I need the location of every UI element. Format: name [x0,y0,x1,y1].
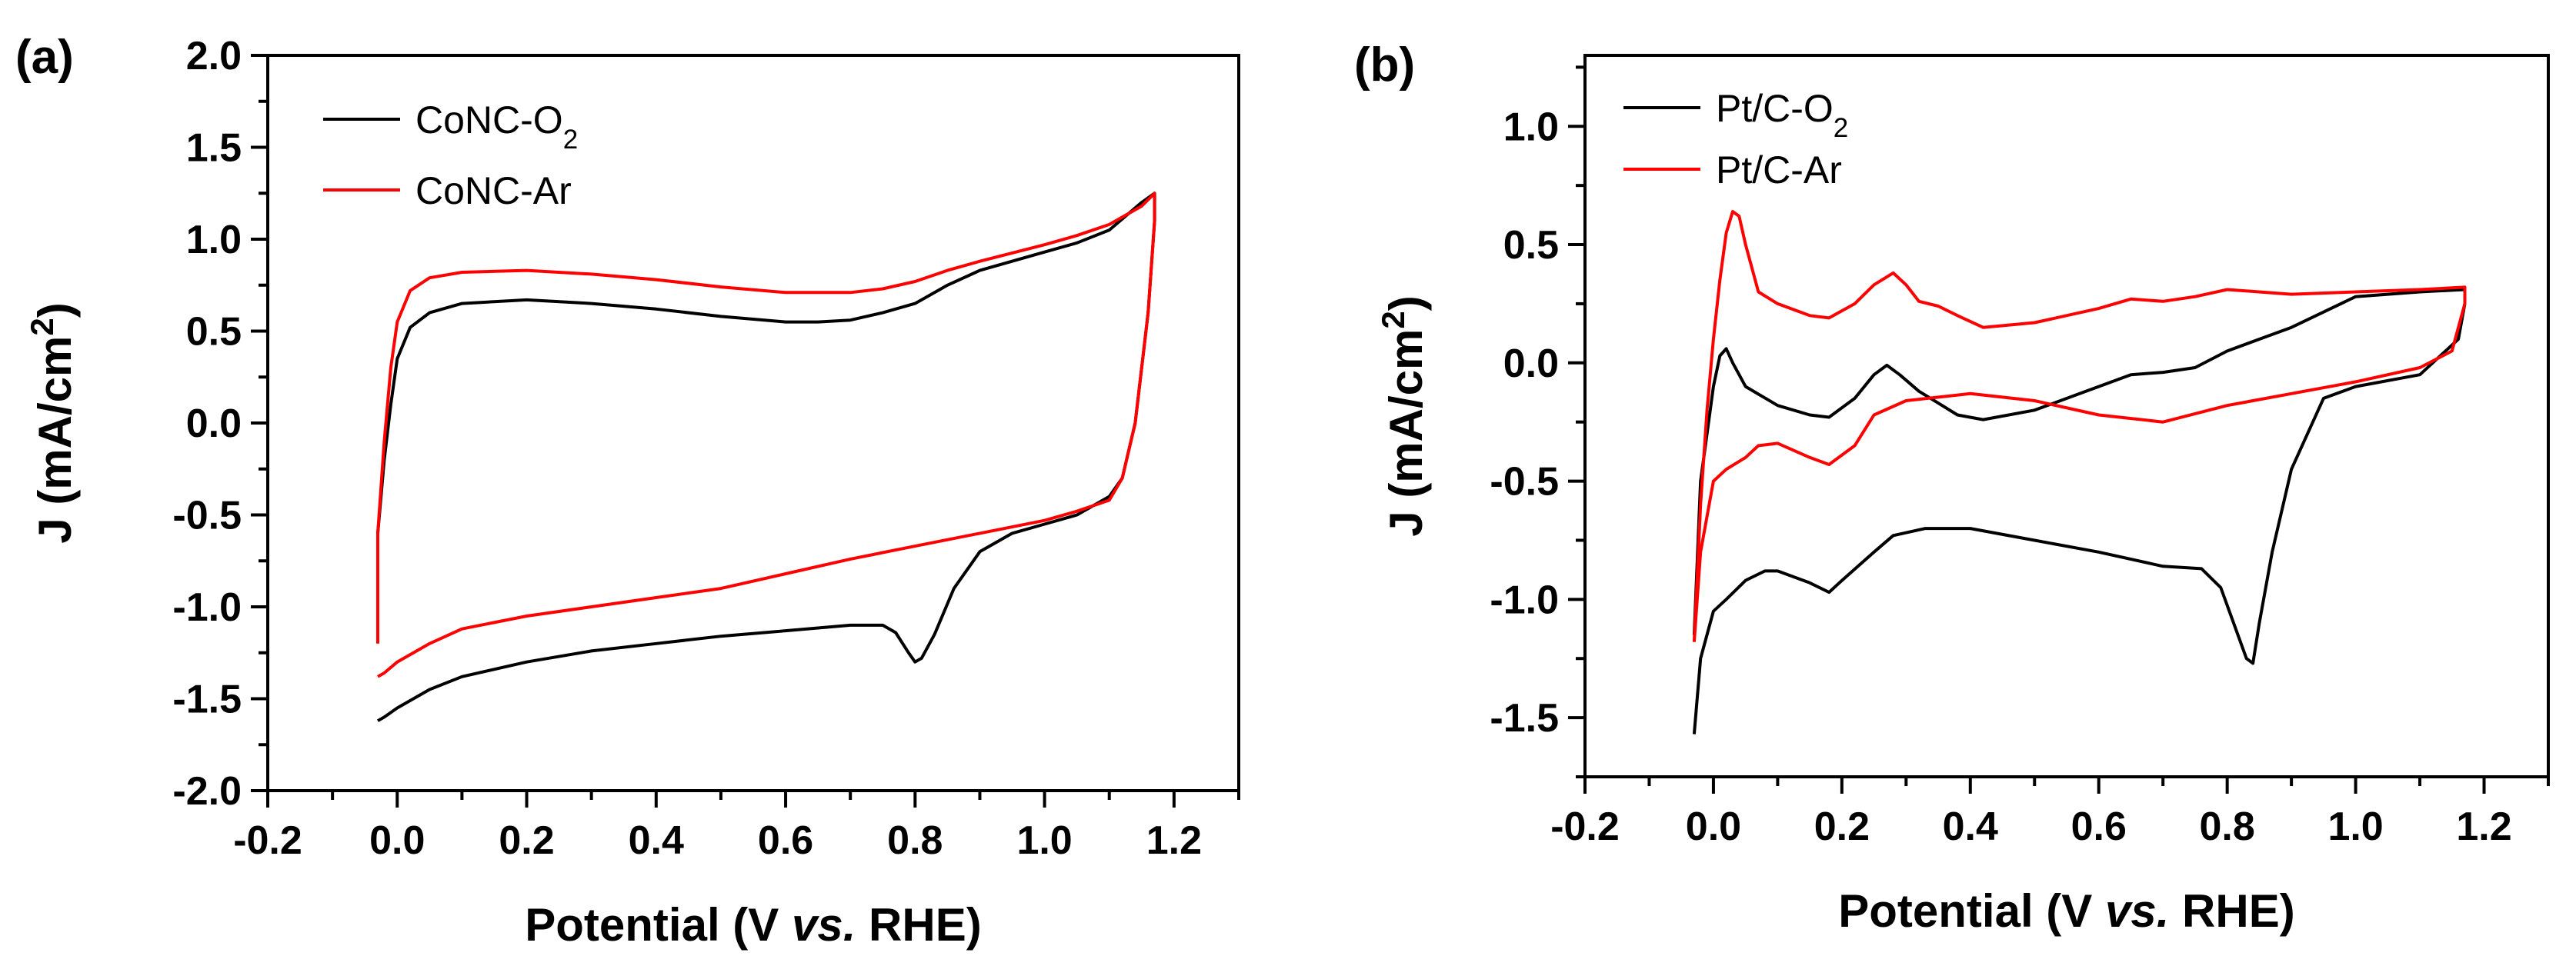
x-tick-label: -0.2 [1550,804,1620,849]
y-tick-label: 0.0 [186,401,242,446]
y-tick-label: -0.5 [172,494,242,538]
x-tick-label: 1.0 [2327,804,2383,849]
legend-label: Pt/C-Ar [1716,148,1842,192]
legend-label: CoNC-Ar [415,169,572,212]
legend-label: CoNC-O2 [415,98,578,155]
x-tick-label: 0.6 [758,818,813,863]
y-tick-label: 1.0 [186,218,242,262]
x-tick-label: 0.8 [2200,804,2255,849]
series-line-conc-ar [376,192,1156,678]
x-tick-label: 1.2 [1146,818,1202,863]
x-tick-label: 0.2 [499,818,554,863]
x-tick-label: 0.4 [629,818,684,863]
y-tick-label: -2.0 [172,769,242,814]
y-axis-label: J (mA/cm2) [1375,295,1433,536]
series-line-pt-c-o2 [1692,288,2467,734]
x-tick-label: 1.2 [2456,804,2511,849]
x-tick-label: -0.2 [233,818,302,863]
y-tick-label: 0.5 [186,310,242,355]
x-tick-label: 0.6 [2071,804,2127,849]
y-tick-label: -0.5 [1490,460,1559,505]
y-tick-label: 1.5 [186,126,242,171]
y-tick-label: 1.0 [1503,105,1559,149]
x-axis-label: Potential (V vs. RHE) [525,899,981,951]
x-tick-label: 0.8 [887,818,943,863]
x-tick-label: 0.2 [1814,804,1870,849]
panel-label: (a) [15,31,74,84]
x-tick-label: 0.0 [369,818,425,863]
y-tick-label: -1.0 [1490,578,1559,622]
panel-label: (b) [1354,38,1415,92]
series-line-pt-c-ar [1692,210,2467,642]
y-tick-label: 2.0 [186,34,242,78]
y-tick-label: -1.5 [172,678,242,722]
y-tick-label: -1.0 [172,585,242,630]
legend-label: Pt/C-O2 [1716,87,1848,143]
x-tick-label: 0.0 [1686,804,1741,849]
y-tick-label: 0.5 [1503,223,1559,268]
y-axis-label: J (mA/cm2) [24,302,82,543]
x-tick-label: 1.0 [1016,818,1072,863]
y-tick-label: -1.5 [1490,696,1559,741]
plot-frame [266,54,1240,792]
chart-panel-a: -0.2 0.0 0.2 0.4 0.6 0.8 1.0 1.2 -2.0 -1.5 -1.0 -0.… [15,31,1240,951]
plot-frame [1583,54,2550,778]
y-tick-label: 0.0 [1503,341,1559,386]
x-tick-label: 0.4 [1943,804,1998,849]
x-axis-label: Potential (V vs. RHE) [1838,885,2294,937]
chart-panel-b: -0.2 0.0 0.2 0.4 0.6 0.8 1.0 1.2 -1.5 -1.0 -0.5 0.0… [1354,38,2550,937]
